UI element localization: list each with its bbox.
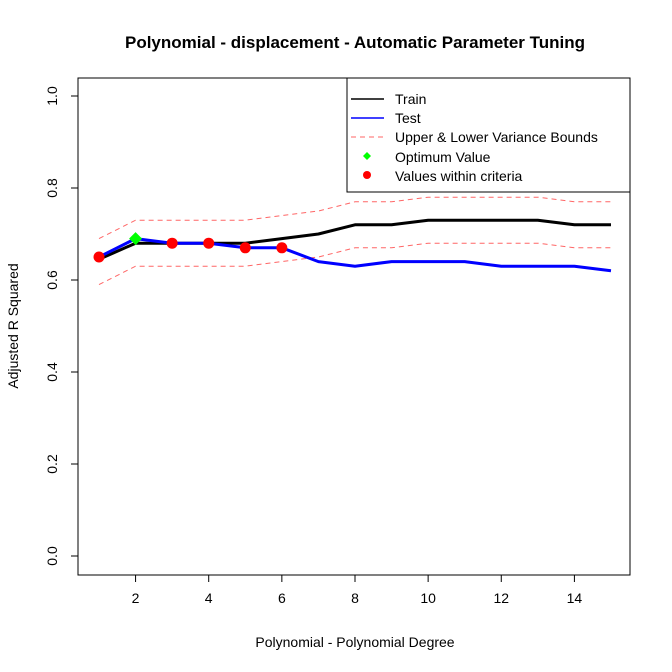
- criteria-point: [276, 242, 288, 254]
- lower-bound-line: [98, 242, 611, 286]
- legend: Train Test Upper & Lower Variance Bounds…: [346, 77, 631, 193]
- x-tick-label: 12: [493, 590, 509, 606]
- y-tick-label: 0.8: [44, 178, 60, 198]
- series-lines: [98, 218, 612, 273]
- y-axis-label: Adjusted R Squared: [5, 263, 21, 388]
- x-tick-label: 6: [278, 590, 286, 606]
- y-tick-label: 1.0: [44, 86, 60, 106]
- criteria-point: [203, 237, 215, 249]
- legend-label-criteria: Values within criteria: [395, 168, 523, 184]
- variance-bounds: [98, 196, 611, 286]
- y-tick-label: 0.2: [44, 454, 60, 474]
- chart-title: Polynomial - displacement - Automatic Pa…: [125, 33, 585, 52]
- y-tick-label: 0.6: [44, 270, 60, 290]
- x-tick-label: 10: [420, 590, 436, 606]
- x-tick-label: 14: [567, 590, 583, 606]
- legend-label-bounds: Upper & Lower Variance Bounds: [395, 129, 598, 145]
- legend-swatch-criteria: [363, 171, 371, 179]
- legend-label-test: Test: [395, 110, 421, 126]
- y-tick-label: 0.0: [44, 546, 60, 566]
- legend-label-train: Train: [395, 91, 426, 107]
- x-tick-label: 8: [351, 590, 359, 606]
- x-axis: 2 4 6 8 10 12 14: [132, 574, 583, 606]
- upper-bound-line: [98, 196, 611, 240]
- optimum-point: [129, 232, 143, 246]
- x-tick-label: 2: [132, 590, 140, 606]
- criteria-point: [166, 237, 178, 249]
- legend-swatch-optimum: [363, 152, 371, 160]
- legend-box: [346, 77, 631, 193]
- criteria-point: [93, 251, 105, 263]
- x-tick-label: 4: [205, 590, 213, 606]
- legend-label-optimum: Optimum Value: [395, 149, 491, 165]
- y-axis: 0.0 0.2 0.4 0.6 0.8 1.0: [44, 86, 79, 566]
- test-line: [98, 237, 612, 273]
- x-axis-label: Polynomial - Polynomial Degree: [255, 634, 454, 650]
- y-tick-label: 0.4: [44, 362, 60, 382]
- criteria-points: [93, 232, 288, 263]
- criteria-point: [239, 242, 251, 254]
